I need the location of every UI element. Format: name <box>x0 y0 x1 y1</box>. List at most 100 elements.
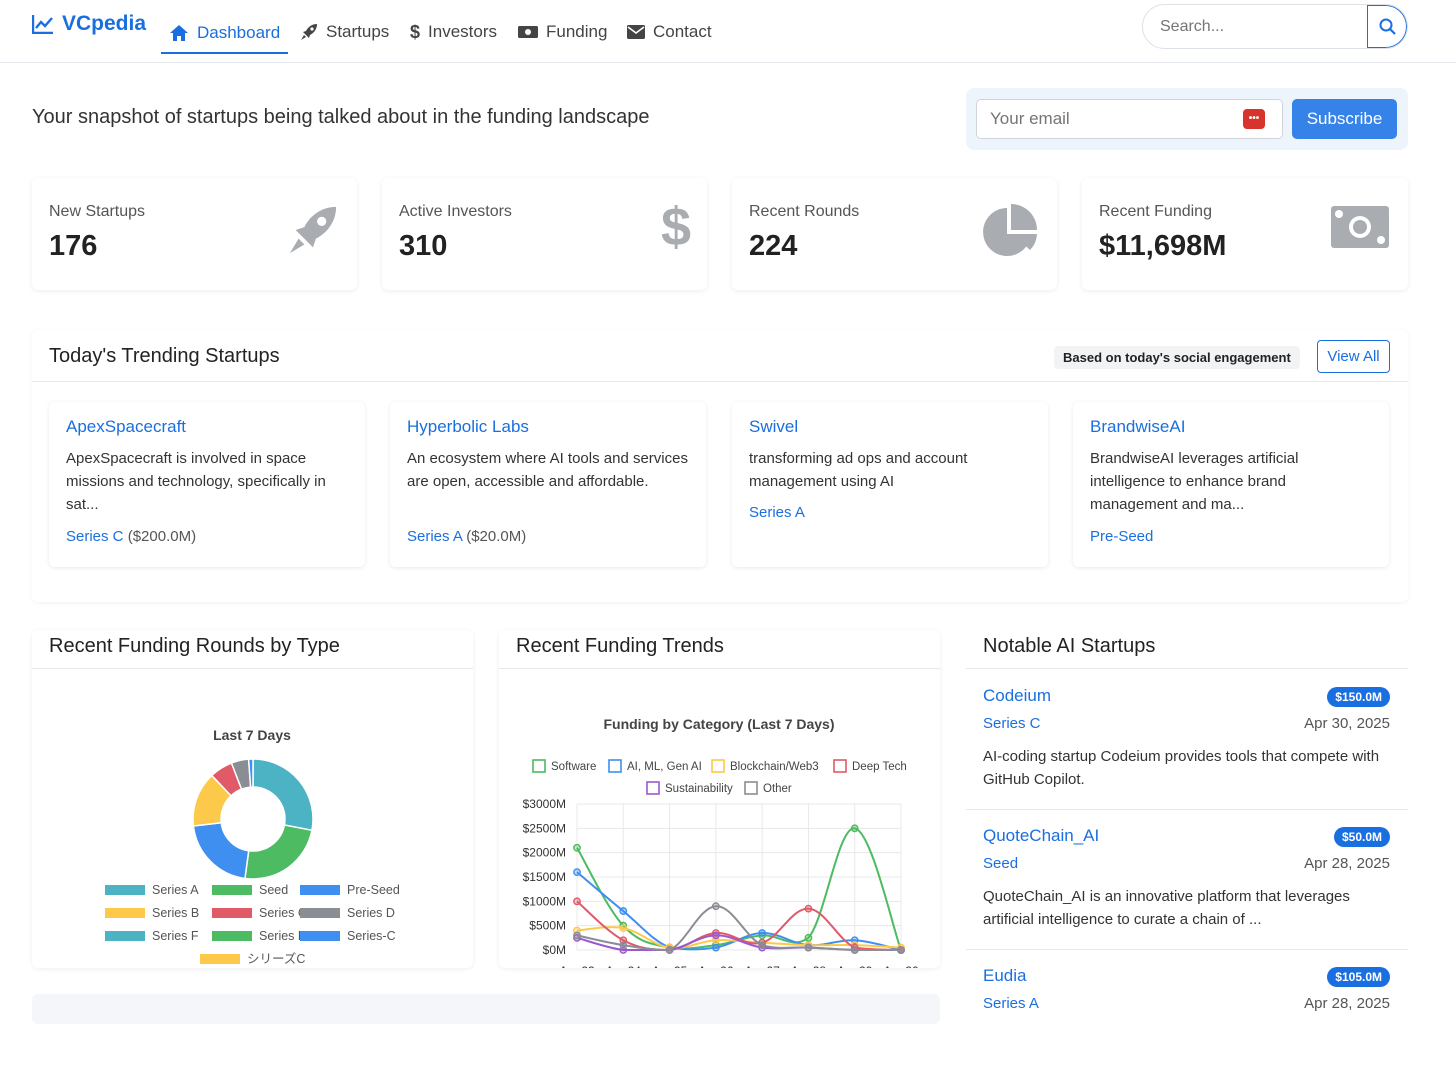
legend-label: Other <box>763 783 792 795</box>
round-link[interactable]: Series C <box>983 715 1041 732</box>
series-link[interactable]: Pre-Seed <box>1090 528 1154 545</box>
nav-dashboard[interactable]: Dashboard <box>161 14 289 54</box>
rocket-icon <box>289 206 337 254</box>
x-tick-label: Apr 23 <box>559 964 595 968</box>
panel-title: Notable AI Startups <box>983 635 1156 657</box>
legend-swatch <box>200 954 240 964</box>
search-button[interactable] <box>1367 5 1407 48</box>
series-link[interactable]: Series A <box>749 504 805 521</box>
legend-label: シリーズC <box>247 951 305 966</box>
data-point <box>573 897 581 906</box>
amount-badge: $105.0M <box>1327 967 1390 987</box>
stat-value: 176 <box>49 230 98 262</box>
legend-swatch <box>105 908 145 918</box>
startup-description: ApexSpacecraft is involved in space miss… <box>66 450 326 513</box>
stat-value: 224 <box>749 230 798 262</box>
subscribe-button[interactable]: Subscribe <box>1292 99 1397 139</box>
stat-value: 310 <box>399 230 448 262</box>
stat-card-recent-rounds: Recent Rounds 224 <box>732 178 1057 290</box>
round-link[interactable]: Seed <box>983 855 1019 872</box>
legend-swatch <box>833 759 847 773</box>
stat-card-active-investors: Active Investors 310 $ <box>382 178 707 290</box>
x-tick-label: Apr 27 <box>744 964 780 968</box>
rocket-icon <box>301 24 317 40</box>
trending-card[interactable]: Swivel transforming ad ops and account m… <box>732 402 1048 567</box>
ai-startup-name-link[interactable]: Codeium <box>983 686 1052 705</box>
section-title: Today's Trending Startups <box>49 345 280 367</box>
round-date: Apr 30, 2025 <box>1304 715 1390 732</box>
round-info: Series C ($200.0M) <box>66 528 196 545</box>
list-item[interactable]: Codeium $150.0M Series C Apr 30, 2025 AI… <box>966 670 1408 810</box>
list-item[interactable]: QuoteChain_AI $50.0M Seed Apr 28, 2025 Q… <box>966 810 1408 950</box>
y-tick-label: $1000M <box>523 894 566 908</box>
line-chart: Funding by Category (Last 7 Days) Softwar… <box>523 716 919 968</box>
email-field[interactable] <box>990 100 1240 138</box>
notable-ai-panel: Notable AI Startups Codeium $150.0M Seri… <box>966 630 1408 1030</box>
x-tick-label: Apr 25 <box>652 964 688 968</box>
list-item[interactable]: Eudia $105.0M Series A Apr 28, 2025 <box>966 950 1408 1090</box>
page-tagline: Your snapshot of startups being talked a… <box>32 106 650 128</box>
y-tick-label: $3000M <box>523 797 566 811</box>
brand-name: VCpedia <box>62 12 147 35</box>
legend-swatch <box>532 759 546 773</box>
nav-investors[interactable]: $ Investors <box>410 14 497 50</box>
legend-label: AI, ML, Gen AI <box>627 761 702 773</box>
stat-label: Recent Rounds <box>749 203 860 220</box>
series-line <box>576 900 902 952</box>
startup-description: An ecosystem where AI tools and services… <box>407 450 688 490</box>
round-link[interactable]: Series A <box>983 995 1039 1012</box>
legend-swatch <box>105 885 145 895</box>
nav-funding[interactable]: Funding <box>518 14 607 50</box>
nav-startups[interactable]: Startups <box>300 14 389 50</box>
legend-label: Series F <box>152 929 199 943</box>
panel-header: Recent Funding Trends <box>499 630 940 669</box>
data-point <box>804 904 813 913</box>
startup-name-link[interactable]: BrandwiseAI <box>1090 417 1186 436</box>
legend-label: Series-C <box>347 929 396 943</box>
nav-contact[interactable]: Contact <box>627 14 712 50</box>
x-tick-label: Apr 26 <box>698 964 734 968</box>
next-section-top <box>32 994 940 1024</box>
nav-label: Startups <box>326 22 390 41</box>
nav-label: Funding <box>546 22 608 41</box>
ai-startup-name-link[interactable]: QuoteChain_AI <box>983 826 1100 845</box>
pie-chart-icon <box>983 204 1037 256</box>
ai-startup-description: QuoteChain_AI is an innovative platform … <box>983 888 1350 928</box>
email-field-wrap: ••• <box>976 99 1283 139</box>
search-icon <box>1379 18 1396 35</box>
legend-label: Series A <box>152 883 199 897</box>
stat-label: Active Investors <box>399 203 512 220</box>
startup-name-link[interactable]: Swivel <box>749 417 799 436</box>
data-point <box>665 946 674 954</box>
brand-logo[interactable]: VCpedia <box>32 12 146 36</box>
startup-description: BrandwiseAI leverages artificial intelli… <box>1090 450 1299 513</box>
search-input[interactable] <box>1143 5 1367 48</box>
round-info: Series A ($20.0M) <box>407 528 526 545</box>
data-point <box>850 946 859 954</box>
round-info: Pre-Seed <box>1090 528 1153 545</box>
data-point <box>573 843 581 852</box>
x-tick-label: Apr 24 <box>606 964 642 968</box>
series-line <box>576 905 901 952</box>
round-amount: ($20.0M) <box>466 528 527 545</box>
series-link[interactable]: Series A <box>407 528 463 545</box>
ai-startup-name-link[interactable]: Eudia <box>983 966 1027 985</box>
trending-card[interactable]: BrandwiseAI BrandwiseAI leverages artifi… <box>1073 402 1389 567</box>
data-point <box>897 946 905 954</box>
money-bill-icon <box>1331 206 1389 248</box>
startup-name-link[interactable]: Hyperbolic Labs <box>407 417 529 436</box>
data-point <box>573 868 581 877</box>
series-link[interactable]: Series C <box>66 528 124 545</box>
legend-label: Seed <box>259 883 288 897</box>
envelope-icon <box>627 25 645 39</box>
ai-startup-description: AI-coding startup Codeium provides tools… <box>983 748 1380 788</box>
trending-card[interactable]: Hyperbolic Labs An ecosystem where AI to… <box>390 402 706 567</box>
dollar-icon: $ <box>410 21 421 42</box>
search-bar <box>1142 4 1408 49</box>
password-manager-icon[interactable]: ••• <box>1243 109 1265 129</box>
view-all-button[interactable]: View All <box>1317 340 1390 373</box>
y-tick-label: $0M <box>543 943 566 957</box>
subscribe-box: ••• Subscribe <box>966 88 1408 150</box>
startup-name-link[interactable]: ApexSpacecraft <box>66 417 187 436</box>
trending-card[interactable]: ApexSpacecraft ApexSpacecraft is involve… <box>49 402 365 567</box>
